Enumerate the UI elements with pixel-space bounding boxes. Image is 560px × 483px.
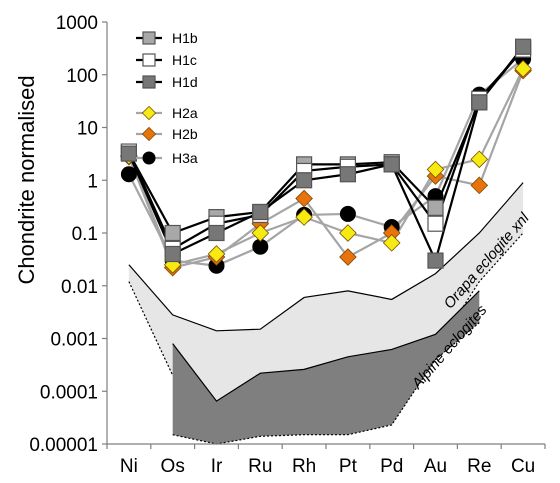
data-point-h1d <box>120 145 138 162</box>
data-point-h2a <box>339 224 357 242</box>
data-point-h1b <box>164 224 181 242</box>
y-axis-label: Chondrite normalised <box>14 75 39 284</box>
data-point-h2a <box>514 59 532 78</box>
legend: H1b H1c H1d H2a H2b H3a <box>136 30 198 166</box>
legend-label-h3a: H3a <box>172 150 198 166</box>
x-tick-label: Cu <box>511 456 535 477</box>
data-point-h1d <box>471 94 488 111</box>
y-tick-label: 0.1 <box>72 224 98 245</box>
data-series <box>120 38 532 277</box>
legend-marker-h2a <box>141 105 157 121</box>
data-point-h1c <box>427 215 444 232</box>
band-lower-line-1 <box>172 322 480 445</box>
x-tick-label: Pd <box>380 456 403 477</box>
legend-label-h1b: H1b <box>172 30 198 46</box>
legend-marker-h3a <box>142 151 156 165</box>
data-point-h1d <box>339 166 356 183</box>
band-upper-line-0 <box>128 182 524 332</box>
y-tick-label: 1 <box>87 171 98 192</box>
series-line-h1d <box>127 46 524 264</box>
data-point-h1d <box>252 203 269 221</box>
y-tick-label: 0.0001 <box>40 382 98 403</box>
data-point-h1d <box>164 245 181 263</box>
data-point-h3a <box>120 166 137 183</box>
data-point-h1d <box>514 38 532 55</box>
band-area-0 <box>128 182 524 419</box>
band-upper-line-1 <box>172 290 480 402</box>
legend-marker-h1c <box>142 53 156 67</box>
data-point-h2a <box>251 224 270 242</box>
y-tick-label: 1000 <box>56 13 98 34</box>
legend-label-h1d: H1d <box>172 74 198 90</box>
y-tick-label: 10 <box>77 119 98 140</box>
data-point-h1d <box>296 172 313 189</box>
x-tick-label: Re <box>467 456 491 477</box>
data-point-h2a <box>426 160 445 179</box>
x-tick-label: Ir <box>211 456 223 477</box>
data-point-h1b <box>427 199 444 216</box>
y-tick-label: 0.01 <box>61 277 98 298</box>
data-point-h2b <box>295 189 313 208</box>
x-tick-label: Os <box>161 456 185 477</box>
data-point-h3a <box>339 205 356 222</box>
data-point-h1d <box>208 224 225 242</box>
data-point-h2a <box>207 245 226 263</box>
x-tick-label: Rh <box>292 456 316 477</box>
series-line-h1c <box>127 48 524 251</box>
band-area-1 <box>172 290 480 444</box>
data-point-h1d <box>383 156 400 173</box>
data-point-h2b <box>470 176 489 195</box>
legend-label-h1c: H1c <box>172 52 197 68</box>
series-line-h2a <box>127 68 525 267</box>
x-tick-label: Pt <box>339 456 358 477</box>
data-point-h1d <box>427 252 444 269</box>
legend-marker-h1b <box>142 31 156 45</box>
y-tick-label: 0.00001 <box>29 435 98 456</box>
y-tick-label: 0.001 <box>50 330 98 351</box>
x-tick-label: Ni <box>120 456 138 477</box>
y-tick-label: 100 <box>66 66 98 87</box>
series-line-h1b <box>127 47 524 235</box>
data-point-h2b <box>339 248 357 266</box>
x-tick-label: Ru <box>248 456 272 477</box>
data-point-h2a <box>295 208 313 226</box>
legend-marker-h1d <box>142 75 156 89</box>
x-tick-label: Au <box>424 456 447 477</box>
legend-marker-h2b <box>141 126 157 142</box>
data-point-h2a <box>382 234 401 252</box>
axes: 0.00001 0.0001 0.001 0.01 0.1 1 10 100 1000 Ni Os I… <box>29 13 546 477</box>
data-point-h2a <box>470 150 489 169</box>
legend-label-h2a: H2a <box>172 105 198 121</box>
reference-bands <box>128 182 524 445</box>
legend-label-h2b: H2b <box>172 126 198 142</box>
